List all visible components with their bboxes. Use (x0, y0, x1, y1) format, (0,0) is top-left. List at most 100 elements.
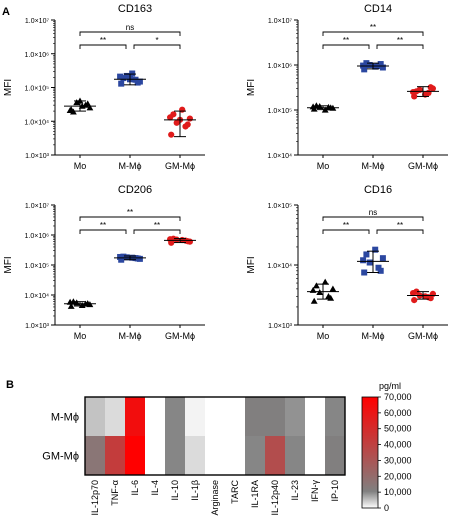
chart-0-title: CD163 (118, 3, 152, 15)
chart-3-point-m-mphi (363, 251, 370, 258)
chart-2-ytick-label: 1.0×10⁵ (24, 263, 49, 270)
chart-1-point-gm-mphi (427, 84, 434, 91)
chart-1-ytick-label: 1.0×10⁷ (268, 18, 293, 25)
chart-1-xtick-label: Mo (317, 161, 330, 171)
chart-1-ylabel: MFI (246, 79, 257, 96)
colorbar-tick-label: 60,000 (384, 408, 412, 418)
chart-2-point-m-mphi (123, 254, 130, 261)
chart-2-sig-label: ** (100, 221, 106, 230)
chart-2-point-m-mphi (134, 255, 141, 262)
chart-3-xtick-label: M-Mϕ (361, 331, 384, 341)
colorbar-tick-label: 30,000 (384, 455, 412, 465)
chart-0-point-mo (84, 100, 92, 107)
heatmap-cell (225, 397, 246, 437)
heatmap-col-label: IL-4 (150, 480, 160, 496)
chart-0-sig-bracket (79, 44, 127, 49)
chart-0-ytick-label: 1.0×10³ (25, 153, 50, 160)
chart-0-ytick-label: 1.0×10⁴ (24, 119, 49, 126)
chart-2-point-mo (66, 298, 74, 305)
chart-3-point-m-mphi (372, 246, 379, 253)
chart-2-point-gm-mphi (167, 236, 174, 243)
chart-1-point-gm-mphi (410, 88, 417, 96)
heatmap-col-label: IP-10 (330, 480, 340, 502)
chart-0-sig-bracket (79, 31, 181, 36)
chart-1-point-m-mphi (366, 62, 373, 68)
chart-2-xtick-label: Mo (74, 331, 87, 341)
chart-1-title: CD14 (364, 3, 392, 15)
chart-3-xtick-label: Mo (317, 331, 330, 341)
chart-3-point-gm-mphi (411, 297, 418, 304)
heatmap-border (84, 396, 346, 476)
heatmap-cell (305, 436, 326, 476)
chart-3-point-m-mphi (361, 269, 368, 276)
chart-0-xtick-label: M-Mϕ (118, 161, 141, 171)
chart-3-sig-label: ** (343, 221, 349, 230)
colorbar-tick-label: 40,000 (384, 440, 412, 450)
heatmap-cell (145, 397, 166, 437)
chart-1-sig-label: ** (397, 36, 403, 45)
chart-0-point-m-mphi (123, 72, 130, 79)
chart-1-ytick-label: 1.0×10⁴ (267, 153, 292, 160)
heatmap-row-label: M-Mϕ (51, 412, 79, 424)
chart-1-xtick-label: M-Mϕ (361, 161, 384, 171)
colorbar-tick-label: 20,000 (384, 471, 412, 481)
heatmap-cell (125, 436, 146, 476)
heatmap-col-label: IL-12p40 (270, 480, 280, 516)
chart-2-point-mo (67, 302, 75, 309)
heatmap-cell (265, 436, 286, 476)
chart-2-point-mo (84, 300, 92, 307)
heatmap-cell (125, 397, 146, 437)
heatmap-cell (225, 436, 246, 476)
chart-0-point-m-mphi (118, 80, 125, 87)
heatmap-cell (285, 436, 306, 476)
heatmap-col-label: Arginase (210, 480, 220, 516)
chart-0-point-m-mphi (120, 75, 127, 82)
chart-0-point-gm-mphi (184, 121, 191, 128)
chart-2-sig-bracket (79, 229, 127, 234)
chart-3-ylabel: MFI (246, 256, 257, 273)
chart-3-sig-bracket (322, 216, 424, 221)
chart-3-point-mo (310, 297, 318, 304)
heatmap-cell (185, 436, 206, 476)
chart-3-title: CD16 (364, 184, 392, 196)
chart-2-sig-bracket (133, 229, 181, 234)
heatmap-col-label: IL-12p70 (90, 480, 100, 516)
colorbar (361, 396, 379, 509)
heatmap-col-label: TNF-α (110, 480, 120, 506)
chart-2-ytick-label: 1.0×10³ (25, 323, 50, 330)
heatmap-cell (165, 436, 186, 476)
colorbar-tick-label: 50,000 (384, 424, 412, 434)
heatmap-cell (325, 397, 346, 437)
chart-0-point-m-mphi (129, 70, 136, 77)
heatmap-cell (105, 397, 126, 437)
chart-2-ytick-label: 1.0×10⁴ (24, 293, 49, 300)
chart-0-point-m-mphi (117, 73, 124, 80)
chart-2-sig-bracket (79, 216, 181, 221)
chart-1-ytick-label: 1.0×10⁶ (268, 63, 293, 70)
chart-1-point-m-mphi (379, 64, 386, 71)
chart-2-point-mo (78, 302, 86, 309)
heatmap-cell (305, 397, 326, 437)
chart-3-point-gm-mphi (410, 290, 417, 297)
heatmap-cell (205, 397, 226, 437)
chart-0-ylabel: MFI (3, 79, 14, 96)
chart-3-point-gm-mphi (422, 293, 429, 300)
chart-0-point-gm-mphi (168, 131, 175, 138)
chart-0-sig-label: ** (100, 36, 106, 45)
chart-1-ytick-label: 1.0×10⁵ (267, 108, 292, 115)
chart-0-ytick-label: 1.0×10⁷ (25, 18, 50, 25)
chart-2-point-m-mphi (120, 253, 127, 260)
chart-0-point-m-mphi (134, 79, 141, 86)
heatmap-cell (245, 397, 266, 437)
chart-2-title: CD206 (118, 184, 152, 196)
chart-2-xtick-label: GM-Mϕ (165, 331, 195, 341)
heatmap-col-label: IL-1β (190, 480, 200, 501)
chart-0-ytick-label: 1.0×10⁶ (25, 52, 50, 59)
chart-3-sig-bracket (376, 229, 424, 234)
chart-3-point-m-mphi (360, 257, 367, 264)
heatmap-cell (245, 436, 266, 476)
chart-0-xtick-label: Mo (74, 161, 87, 171)
heatmap-col-label: IL-10 (170, 480, 180, 501)
chart-2-point-m-mphi (117, 253, 124, 260)
chart-1-point-m-mphi (363, 60, 370, 67)
